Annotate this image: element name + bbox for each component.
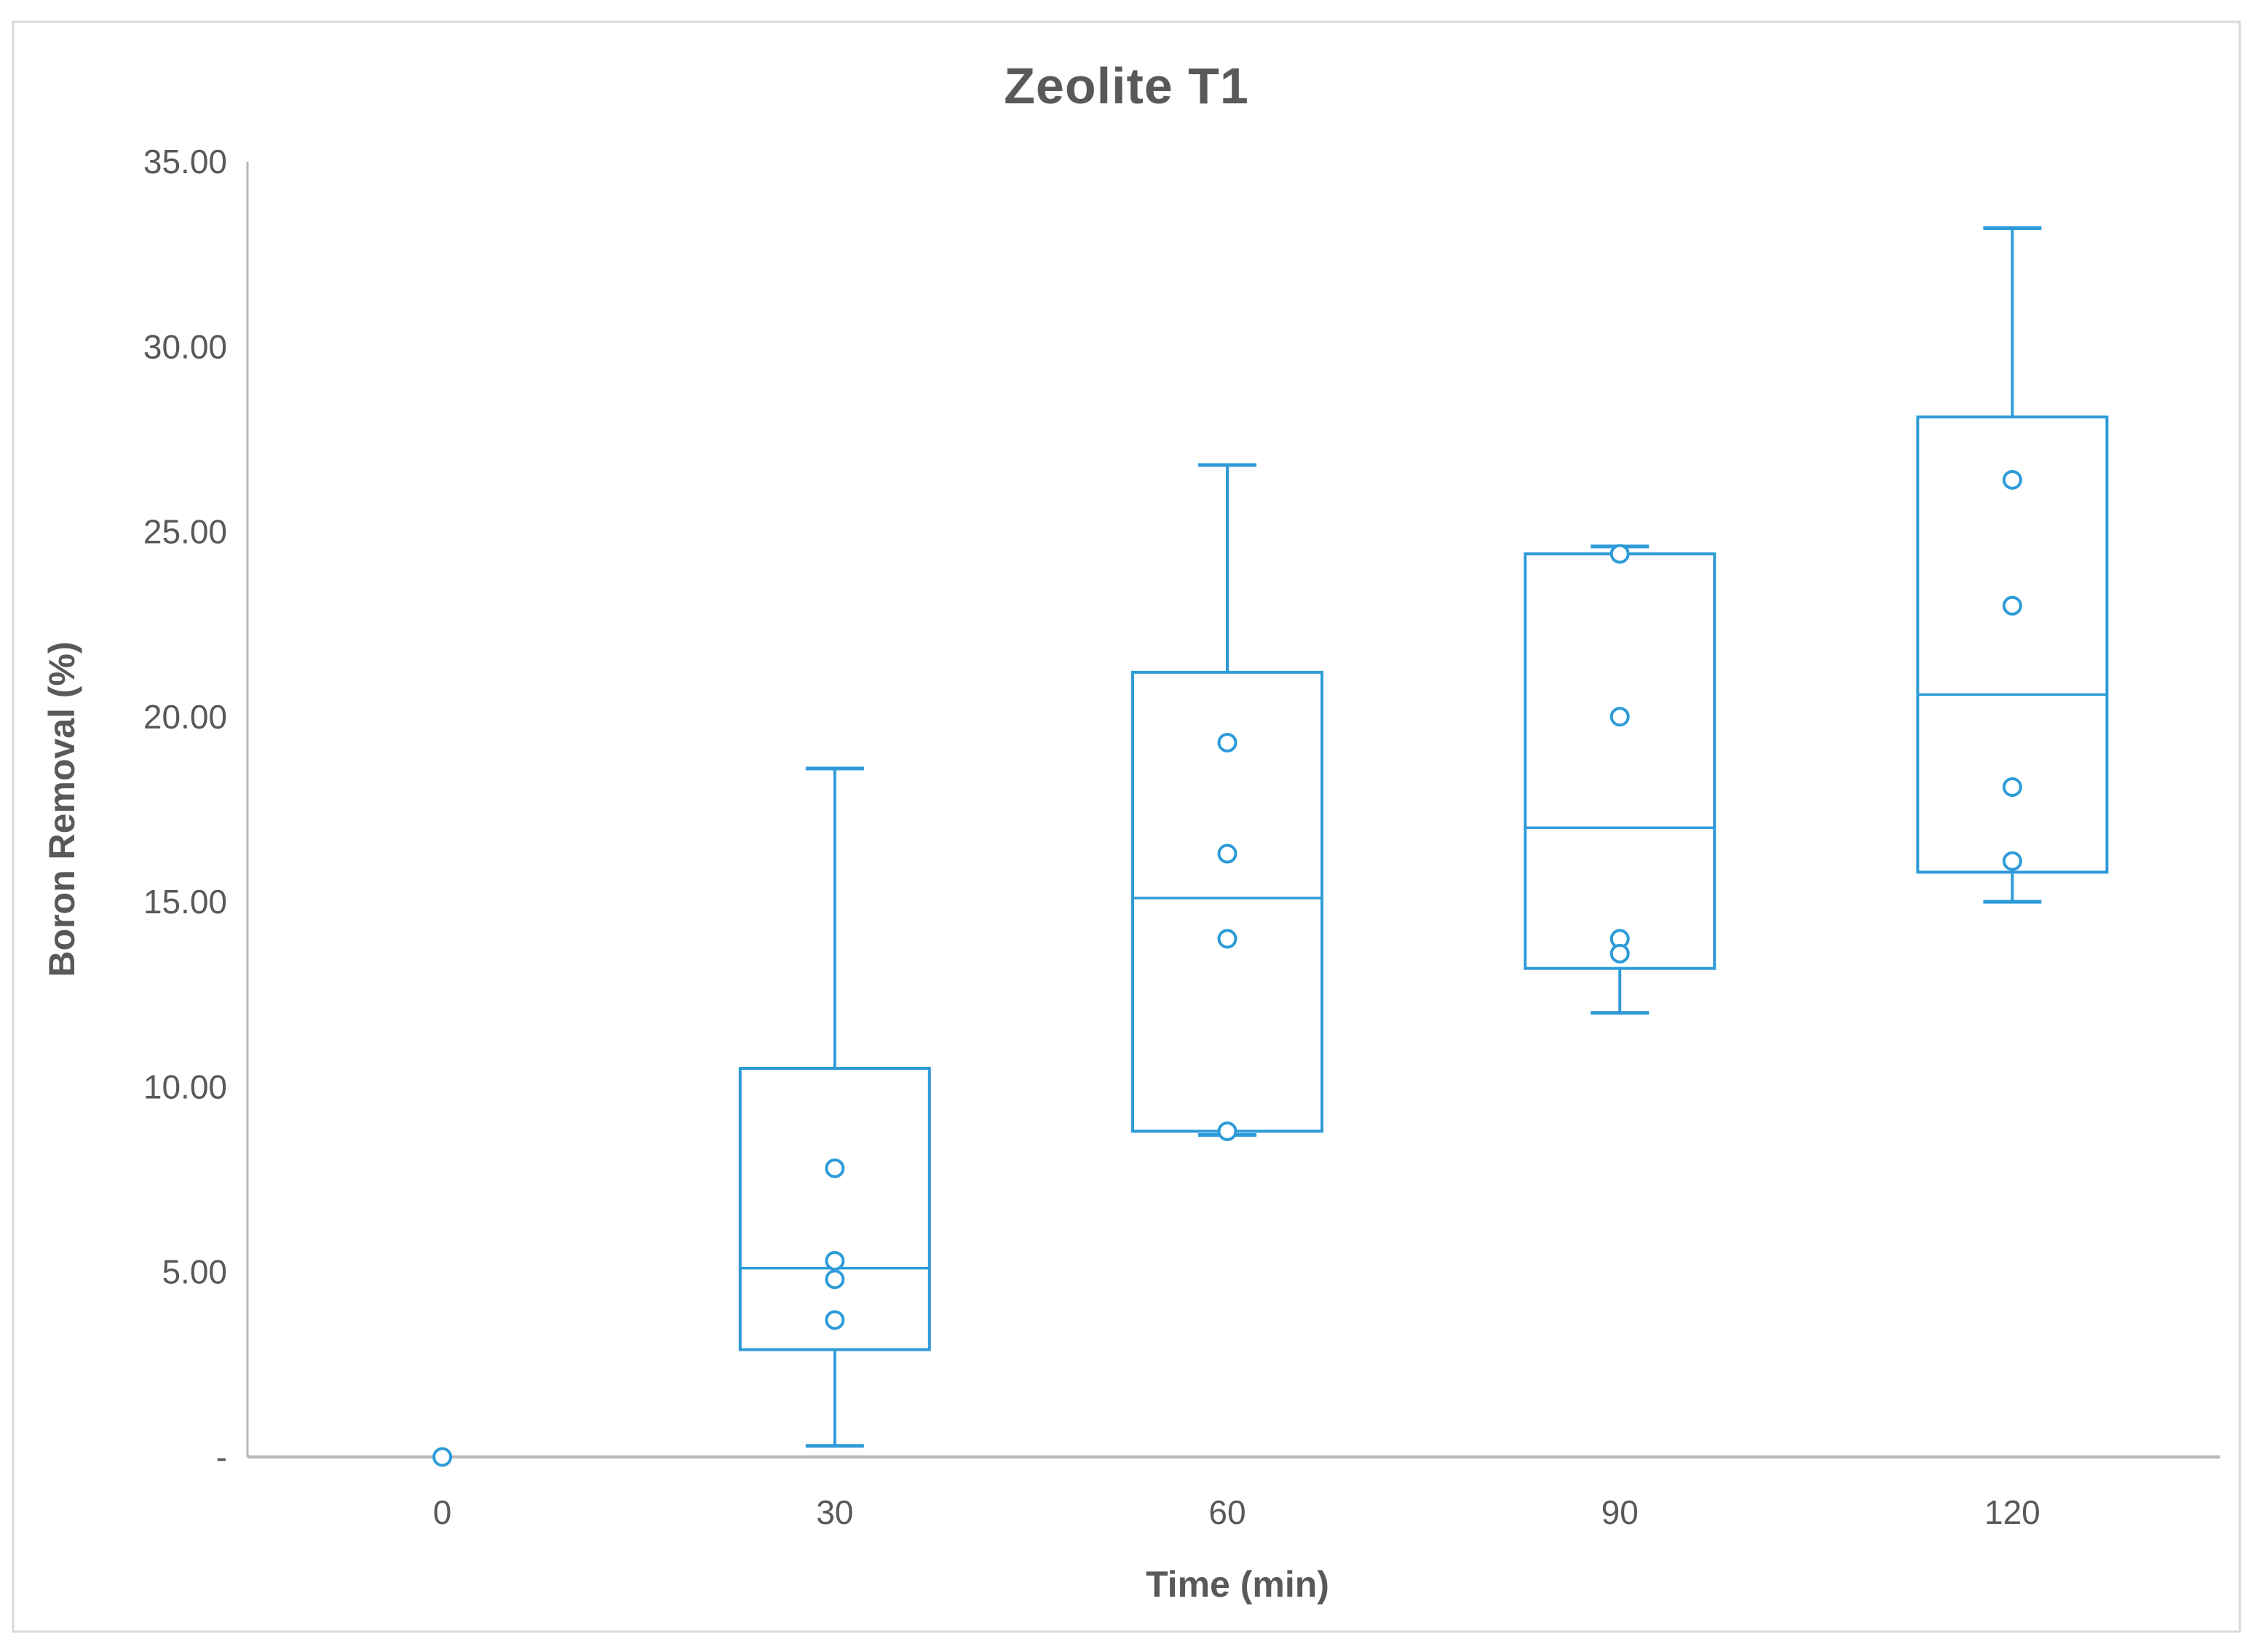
x-axis-category-label: 90 <box>1601 1493 1639 1531</box>
y-tick-label: - <box>216 1438 227 1476</box>
data-point-marker-30 <box>825 1158 845 1178</box>
data-point-marker-90 <box>1609 943 1630 964</box>
data-point-marker-60 <box>1217 1121 1238 1141</box>
x-axis-category-label: 30 <box>816 1493 853 1531</box>
data-point-marker-30 <box>825 1269 845 1290</box>
y-tick-label: 10.00 <box>143 1068 227 1105</box>
y-tick-label: 30.00 <box>143 327 227 365</box>
chart-border <box>12 20 2241 1633</box>
x-axis-category-label: 120 <box>1984 1493 2040 1531</box>
x-axis-category-label: 60 <box>1208 1493 1246 1531</box>
data-point-marker-60 <box>1217 929 1238 949</box>
y-tick-label: 20.00 <box>143 698 227 736</box>
x-axis-category-label: 0 <box>433 1493 452 1531</box>
chart-title: Zeolite T1 <box>1004 57 1249 114</box>
data-point-marker-120 <box>2002 595 2022 616</box>
x-axis-title: Time (min) <box>1146 1564 1329 1605</box>
data-point-marker-90 <box>1609 544 1630 564</box>
data-point-marker-30 <box>825 1250 845 1271</box>
y-tick-label: 35.00 <box>143 143 227 180</box>
data-point-marker-120 <box>2002 851 2022 871</box>
data-point-marker-120 <box>2002 777 2022 797</box>
data-point-marker-60 <box>1217 843 1238 864</box>
y-tick-label: 5.00 <box>162 1253 227 1291</box>
y-tick-label: 15.00 <box>143 883 227 921</box>
data-point-marker-30 <box>825 1310 845 1330</box>
y-tick-label: 25.00 <box>143 513 227 551</box>
data-point-marker-120 <box>2002 469 2022 490</box>
box-rect-90 <box>1524 552 1717 970</box>
data-point-marker-90 <box>1609 707 1630 727</box>
box-rect-120 <box>1916 415 2109 874</box>
data-point-marker-0 <box>432 1447 453 1467</box>
y-axis-title: Boron Removal (%) <box>41 641 82 977</box>
box-rect-30 <box>738 1067 931 1351</box>
data-point-marker-60 <box>1217 732 1238 752</box>
